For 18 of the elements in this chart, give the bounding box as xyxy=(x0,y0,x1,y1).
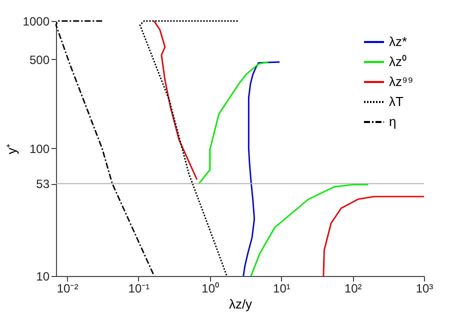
y-tick-label: 1000 xyxy=(22,14,50,28)
legend-label: η xyxy=(389,114,396,129)
legend-label: λz⁹⁹ xyxy=(389,74,414,89)
y-tick-label: 53 xyxy=(36,177,50,192)
x-axis-title: λz/y xyxy=(228,296,253,312)
x-tick-label: 10⁻¹ xyxy=(128,282,150,296)
y-tick-label: 500 xyxy=(29,52,50,67)
x-tick-label: 10² xyxy=(344,282,362,296)
x-tick-label: 10³ xyxy=(416,282,434,296)
legend-label: λz* xyxy=(389,34,408,49)
legend-label: λz⁰ xyxy=(389,54,407,69)
x-tick-label: 10¹ xyxy=(273,282,290,296)
x-tick-label: 10⁻² xyxy=(56,282,78,296)
x-tick-label: 10⁰ xyxy=(202,282,220,296)
y-tick-label: 10 xyxy=(36,270,50,284)
legend-label: λT xyxy=(389,94,404,109)
y-tick-label: 100 xyxy=(29,142,50,156)
y-axis-title: y⁺ xyxy=(4,144,19,154)
